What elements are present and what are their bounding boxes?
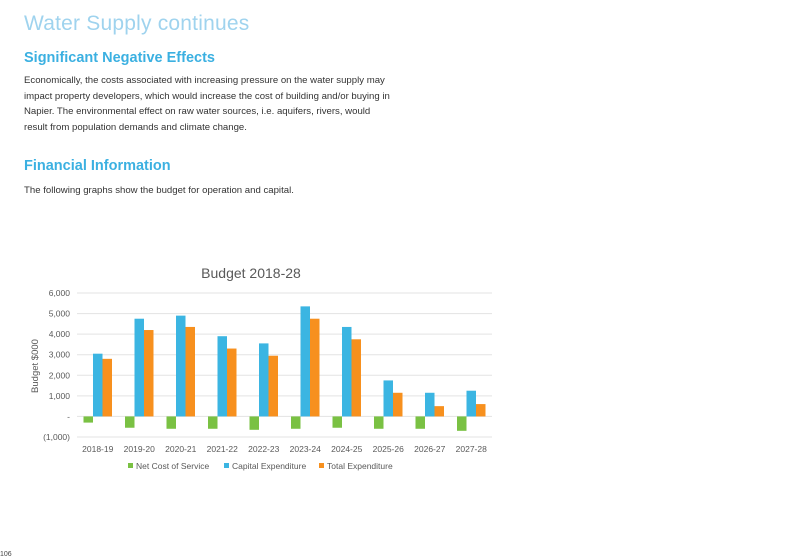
legend-swatch: [319, 463, 324, 468]
financial-information-paragraph: The following graphs show the budget for…: [24, 185, 294, 196]
section-heading-financial-information: Financial Information: [24, 158, 171, 174]
bar: [466, 390, 476, 417]
bar: [434, 406, 444, 417]
page-title: Water Supply continues: [24, 12, 250, 35]
y-tick-label: 1,000: [49, 391, 71, 401]
bar: [425, 392, 435, 417]
bar: [83, 416, 93, 423]
section-heading-negative-effects: Significant Negative Effects: [24, 50, 215, 66]
legend-label: Net Cost of Service: [136, 461, 209, 471]
y-tick-label: 3,000: [49, 350, 71, 360]
x-tick-label: 2023-24: [290, 444, 321, 454]
bar: [166, 416, 176, 429]
bar: [476, 404, 486, 417]
bar: [102, 358, 112, 417]
bar: [227, 348, 237, 417]
y-axis-label: Budget $000: [30, 339, 41, 393]
bar: [268, 355, 278, 417]
chart-title: Budget 2018-28: [201, 265, 301, 281]
legend-swatch: [128, 463, 133, 468]
y-tick-label: 5,000: [49, 309, 71, 319]
x-tick-label: 2018-19: [82, 444, 113, 454]
bar: [259, 343, 269, 417]
bar: [374, 416, 384, 429]
x-tick-label: 2022-23: [248, 444, 279, 454]
x-tick-label: 2019-20: [124, 444, 155, 454]
bar: [125, 416, 135, 428]
x-tick-label: 2021-22: [207, 444, 238, 454]
legend-label: Capital Expenditure: [232, 461, 306, 471]
bar: [208, 416, 218, 429]
bar: [249, 416, 259, 430]
bar: [351, 339, 361, 417]
bar: [134, 318, 144, 417]
y-tick-label: 2,000: [49, 370, 71, 380]
x-tick-label: 2027-28: [456, 444, 487, 454]
legend-swatch: [224, 463, 229, 468]
y-tick-label: -: [67, 411, 70, 421]
page-number: 106: [0, 551, 12, 558]
bar: [383, 380, 393, 417]
bar: [217, 336, 227, 417]
budget-chart: Budget 2018-28 Budget $000 (1,000) - 1,000…: [30, 265, 492, 471]
bar: [342, 326, 352, 417]
bar: [457, 416, 467, 431]
bar: [332, 416, 342, 428]
y-tick-label: (1,000): [43, 432, 70, 442]
bar: [93, 353, 103, 417]
legend-label: Total Expenditure: [327, 461, 393, 471]
bar: [176, 315, 186, 417]
y-tick-label: 6,000: [49, 288, 71, 298]
bar: [144, 330, 154, 417]
x-tick-label: 2024-25: [331, 444, 362, 454]
bar: [300, 306, 310, 417]
bar: [185, 326, 195, 417]
negative-effects-paragraph: Economically, the costs associated with …: [24, 75, 390, 133]
bar: [393, 392, 403, 417]
y-tick-label: 4,000: [49, 329, 71, 339]
bar: [415, 416, 425, 429]
bar: [310, 318, 320, 417]
x-tick-label: 2025-26: [373, 444, 404, 454]
bar: [291, 416, 301, 429]
x-tick-label: 2026-27: [414, 444, 445, 454]
x-tick-label: 2020-21: [165, 444, 196, 454]
